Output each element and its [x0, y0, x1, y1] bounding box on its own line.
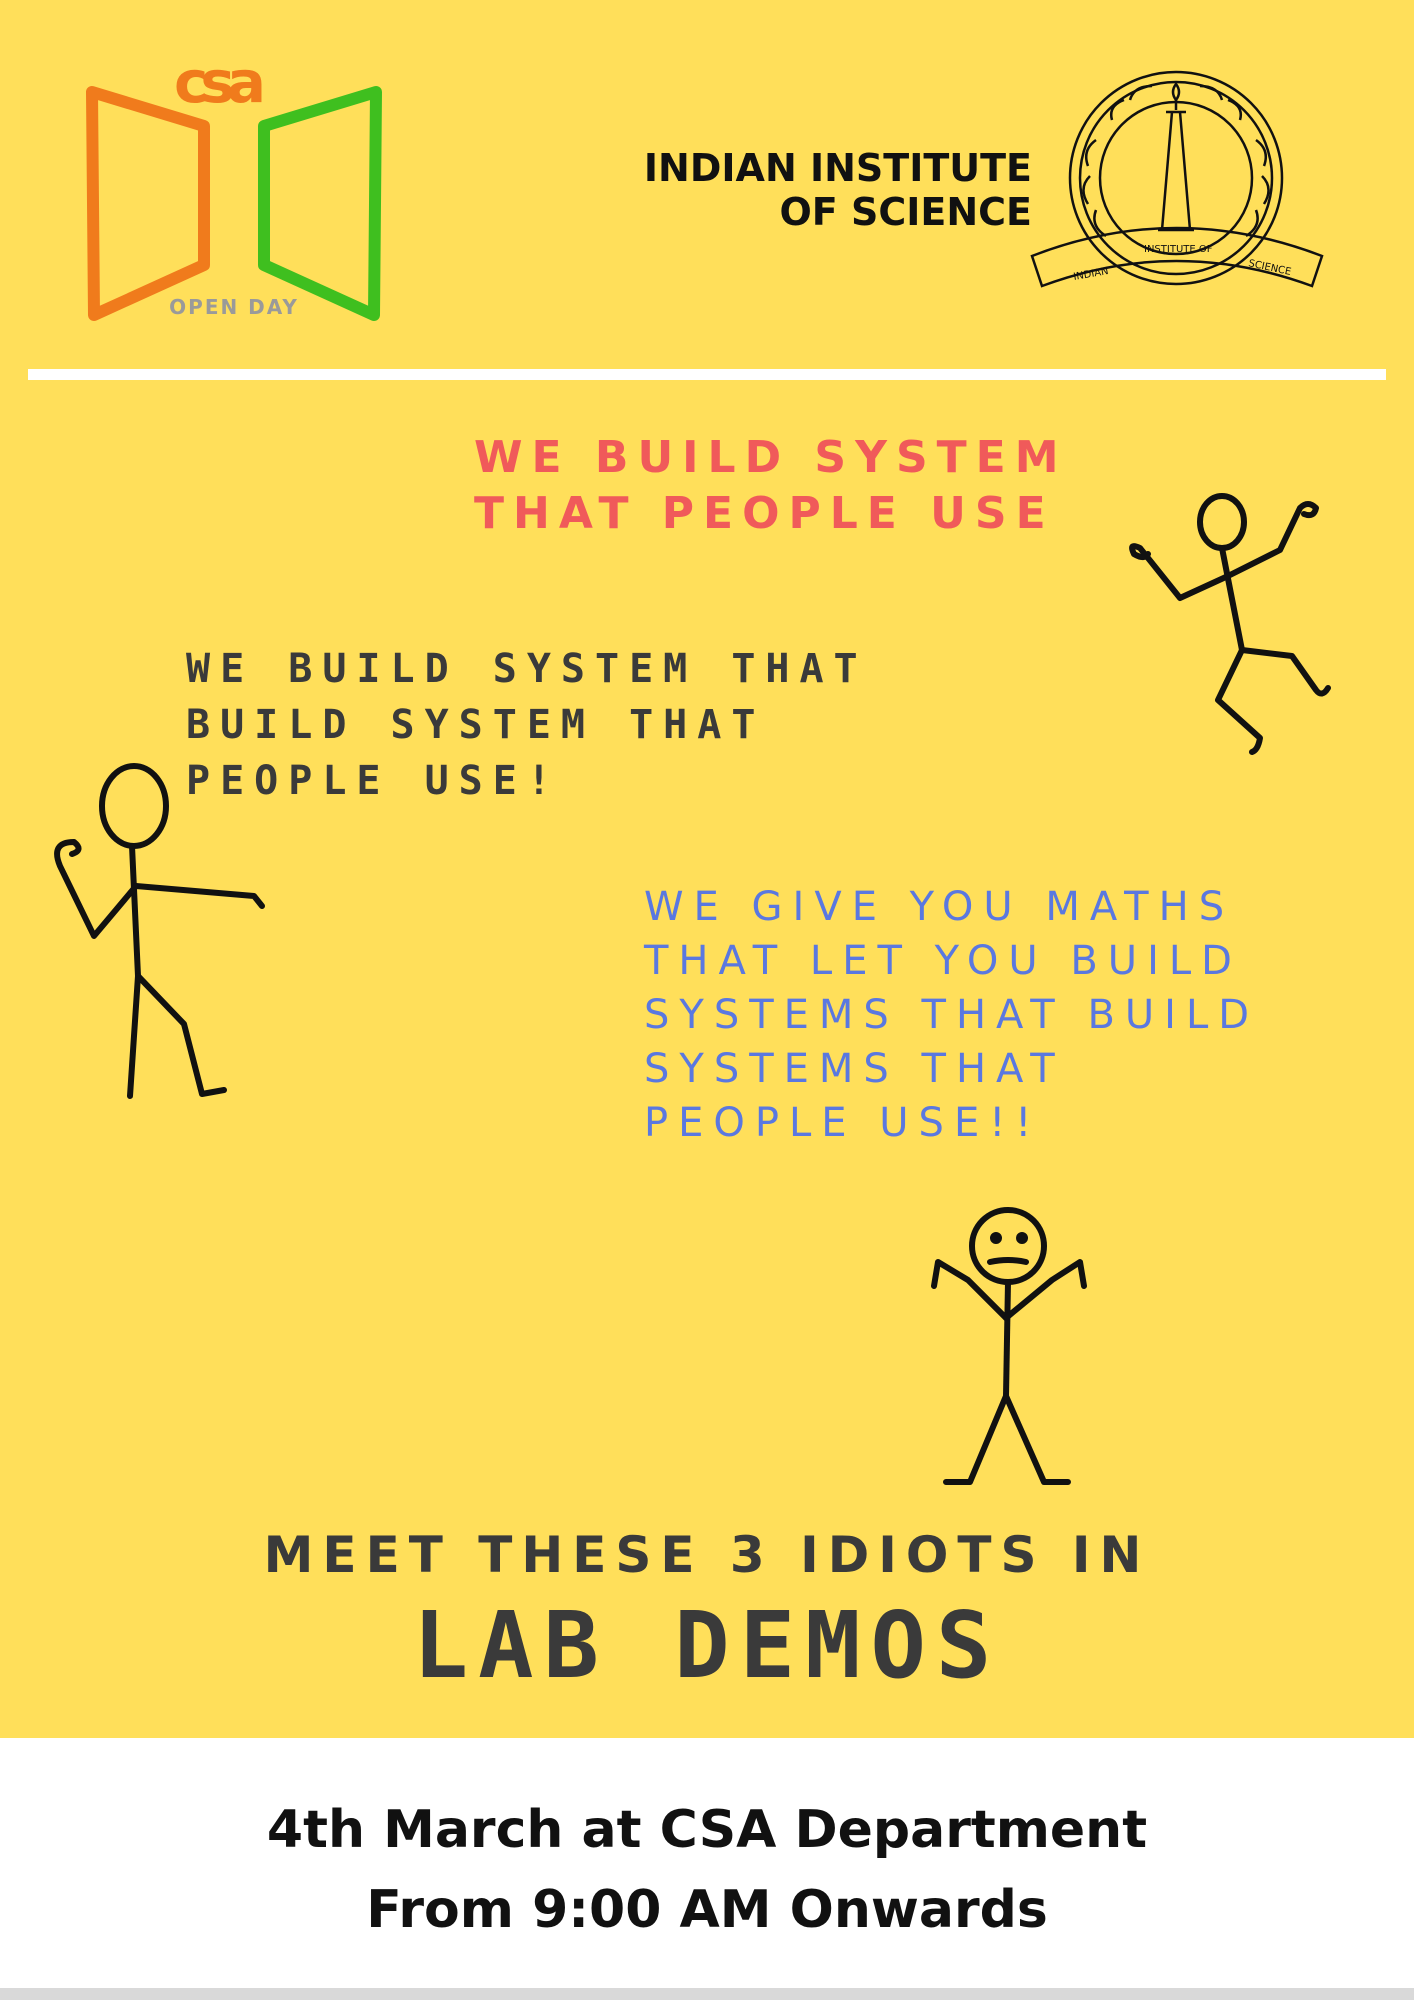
stick-figure-jumping: [1129, 493, 1331, 755]
footer-panel: [0, 1738, 1414, 1988]
meet-line: MEET THESE 3 IDIOTS IN: [263, 1526, 1151, 1584]
institute-name-line2: OF SCIENCE: [779, 190, 1033, 234]
seal-text-left: INDIAN: [1073, 266, 1110, 283]
blue-line-2: THAT LET YOU BUILD: [644, 938, 1242, 984]
lab-demos-headline: LAB DEMOS: [412, 1592, 1002, 1699]
dark-line-1: WE BUILD SYSTEM THAT: [186, 646, 868, 692]
seal-text-right: SCIENCE: [1247, 258, 1292, 278]
logo-label: OPEN DAY: [169, 295, 299, 319]
blue-line-3: SYSTEMS THAT BUILD: [644, 992, 1260, 1038]
institute-name: INDIAN INSTITUTE OF SCIENCE: [600, 146, 1032, 234]
header-divider: [28, 369, 1386, 380]
pink-line-1: WE BUILD SYSTEM: [474, 432, 1068, 483]
blue-line-1: WE GIVE YOU MATHS: [644, 884, 1235, 930]
stick-figure-arms-up: [931, 1207, 1087, 1485]
event-date-location: 4th March at CSA Department: [266, 1800, 1148, 1860]
bottom-strip: [0, 1988, 1414, 2000]
pink-line-2: THAT PEOPLE USE: [474, 488, 1055, 539]
poster-background: [0, 0, 1414, 1738]
event-time: From 9:00 AM Onwards: [366, 1880, 1048, 1940]
dark-line-3: PEOPLE USE!: [186, 758, 561, 804]
stick-figure-standing-left: [54, 763, 265, 1099]
seal-text-mid: INSTITUTE OF: [1144, 244, 1213, 255]
blue-line-5: PEOPLE USE!!: [644, 1100, 1042, 1146]
open-day-logo: csa OPEN DAY: [86, 50, 382, 321]
iisc-seal: INDIAN INSTITUTE OF SCIENCE: [1030, 70, 1324, 288]
institute-name-line1: INDIAN INSTITUTE: [643, 146, 1032, 190]
blue-line-4: SYSTEMS THAT: [644, 1046, 1065, 1092]
logo-mark-c: csa: [174, 50, 262, 116]
dark-line-2: BUILD SYSTEM THAT: [186, 702, 766, 748]
